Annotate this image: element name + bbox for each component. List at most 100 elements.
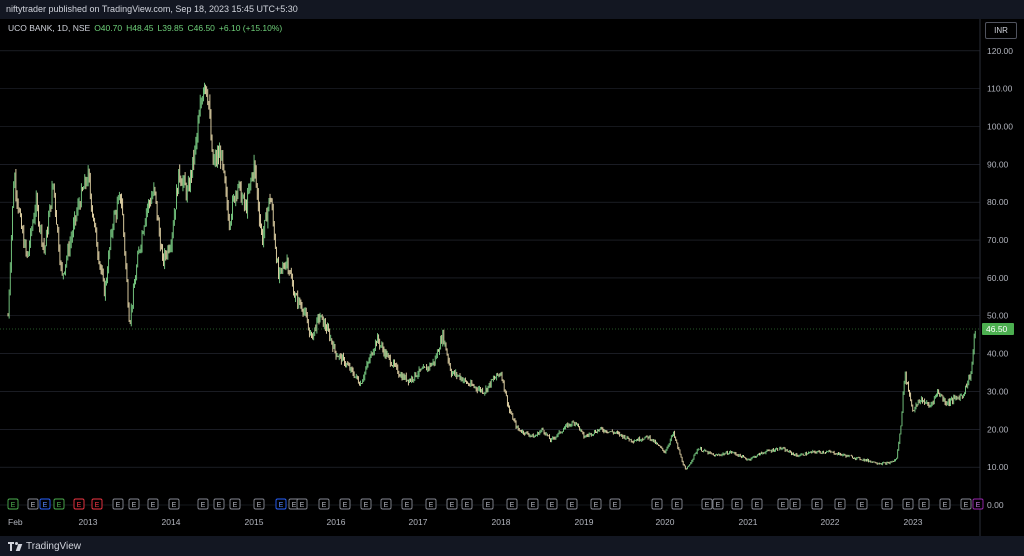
event-marker-label: E	[964, 502, 969, 509]
event-marker	[112, 498, 124, 510]
event-marker	[731, 498, 743, 510]
last-price-badge	[982, 322, 1014, 335]
event-marker-label: E	[510, 502, 515, 509]
x-tick-label: 2020	[656, 517, 675, 527]
y-tick-label: 90.00	[987, 159, 1009, 169]
event-marker	[296, 498, 308, 510]
event-marker-label: E	[257, 502, 262, 509]
event-marker	[482, 498, 494, 510]
event-marker	[881, 498, 893, 510]
event-marker-label: E	[405, 502, 410, 509]
price-chart[interactable]: 0.00 10.00 20.00 30.00 40.00 50.00 60.00 70.00 8…	[0, 19, 1024, 536]
event-marker	[275, 498, 287, 510]
x-tick-label: 2014	[162, 517, 181, 527]
x-tick-label: 2021	[739, 517, 758, 527]
event-marker	[73, 498, 85, 510]
event-marker	[168, 498, 180, 510]
event-marker-label: E	[77, 502, 82, 509]
event-marker-label: E	[95, 502, 100, 509]
last-price-label: 46.50	[986, 324, 1008, 334]
y-tick-label: 80.00	[987, 197, 1009, 207]
y-tick-label: 50.00	[987, 311, 1009, 321]
x-tick-label: Feb	[8, 517, 23, 527]
event-marker-label: E	[922, 502, 927, 509]
event-marker-label: E	[860, 502, 865, 509]
event-marker	[546, 498, 558, 510]
event-marker	[777, 498, 789, 510]
event-marker	[27, 498, 39, 510]
event-marker	[53, 498, 65, 510]
y-tick-label: 70.00	[987, 235, 1009, 245]
event-marker	[446, 498, 458, 510]
change-value: +6.10 (+15.10%)	[218, 23, 283, 33]
y-tick-label: 110.00	[987, 84, 1013, 94]
event-marker	[902, 498, 914, 510]
event-marker-label: E	[550, 502, 555, 509]
event-marker	[253, 498, 265, 510]
event-marker	[213, 498, 225, 510]
event-marker	[609, 498, 621, 510]
event-marker	[811, 498, 823, 510]
event-marker	[360, 498, 372, 510]
event-marker	[834, 498, 846, 510]
event-marker-label: E	[429, 502, 434, 509]
event-marker	[939, 498, 951, 510]
event-marker-label: E	[906, 502, 911, 509]
event-marker-label: E	[838, 502, 843, 509]
y-tick-label: 30.00	[987, 386, 1009, 396]
x-tick-label: 2016	[327, 517, 346, 527]
close-value: C46.50	[187, 23, 215, 33]
event-marker-label: E	[716, 502, 721, 509]
event-marker-label: E	[172, 502, 177, 509]
event-marker-label: E	[217, 502, 222, 509]
event-marker-label: E	[486, 502, 491, 509]
event-marker-label: E	[31, 502, 36, 509]
event-marker-label: E	[11, 502, 16, 509]
ohlc-legend: UCO BANK, 1D, NSE O40.70 H48.45 L39.85 C…	[8, 23, 282, 33]
event-marker-label: E	[815, 502, 820, 509]
event-marker-label: E	[116, 502, 121, 509]
x-tick-label: 2019	[575, 517, 594, 527]
event-marker	[566, 498, 578, 510]
event-marker-label: E	[292, 502, 297, 509]
event-marker-label: E	[705, 502, 710, 509]
event-marker	[590, 498, 602, 510]
y-tick-label: 100.00	[987, 121, 1013, 131]
event-marker-label: E	[613, 502, 618, 509]
event-marker	[712, 498, 724, 510]
event-marker-label: E	[300, 502, 305, 509]
event-marker-label: E	[132, 502, 137, 509]
x-tick-label: 2023	[904, 517, 923, 527]
event-marker	[401, 498, 413, 510]
event-marker-label: E	[364, 502, 369, 509]
event-marker-label: E	[781, 502, 786, 509]
x-tick-label: 2013	[79, 517, 98, 527]
x-tick-label: 2015	[245, 517, 264, 527]
event-marker-label: E	[465, 502, 470, 509]
event-marker	[751, 498, 763, 510]
event-marker	[527, 498, 539, 510]
event-marker-label: E	[976, 502, 981, 509]
y-tick-label: 0.00	[987, 500, 1004, 510]
event-marker	[128, 498, 140, 510]
footer-bar: TradingView	[0, 536, 1024, 556]
event-marker-label: E	[943, 502, 948, 509]
event-marker-label: E	[201, 502, 206, 509]
event-marker	[856, 498, 868, 510]
publish-bar: niftytrader published on TradingView.com…	[0, 0, 1024, 19]
event-marker	[425, 498, 437, 510]
event-marker	[960, 498, 972, 510]
event-marker	[197, 498, 209, 510]
event-marker-label: E	[755, 502, 760, 509]
event-marker-label: E	[885, 502, 890, 509]
event-marker	[339, 498, 351, 510]
event-marker	[506, 498, 518, 510]
tradingview-logo[interactable]: TradingView	[8, 540, 81, 552]
event-marker-label: E	[233, 502, 238, 509]
event-marker	[651, 498, 663, 510]
currency-button[interactable]: INR	[985, 22, 1017, 39]
event-marker-label: E	[343, 502, 348, 509]
event-marker-label: E	[151, 502, 156, 509]
event-marker	[461, 498, 473, 510]
high-value: H48.45	[126, 23, 154, 33]
